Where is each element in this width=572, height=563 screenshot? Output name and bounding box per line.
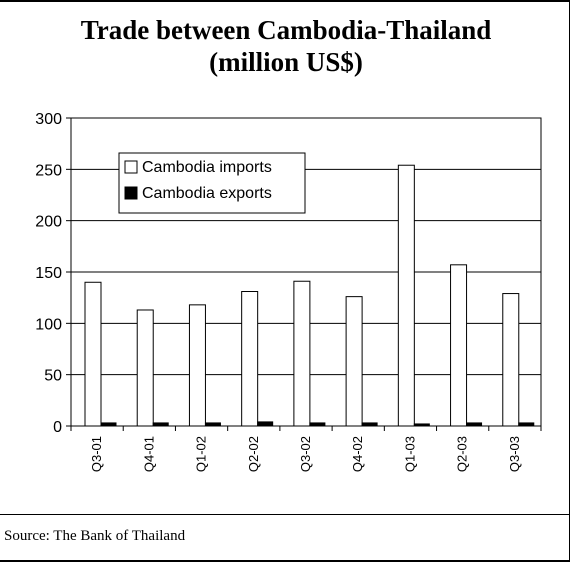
x-tick-label: Q1-03	[402, 436, 417, 472]
y-tick-label: 50	[44, 368, 62, 385]
y-tick-label: 200	[35, 214, 62, 231]
chart-title-line1: Trade between Cambodia-Thailand	[80, 15, 492, 45]
bar-imports	[345, 296, 363, 427]
x-tick-label: Q3-03	[507, 436, 522, 472]
bar-imports	[397, 164, 415, 427]
x-tick-label: Q4-02	[350, 436, 365, 472]
x-tick-label: Q4-01	[141, 436, 156, 472]
y-tick-label: 100	[35, 316, 62, 333]
bar-chart: 0 50 100 150 200 250 300 Q3-01 Q4-01 Q1-02 Q2-02 Q3…	[35, 111, 542, 472]
legend-swatch-imports	[124, 160, 138, 174]
bar-imports	[241, 291, 259, 427]
bar-exports	[361, 422, 378, 427]
x-tick-label: Q3-02	[298, 436, 313, 472]
x-tick-label: Q1-02	[194, 436, 209, 472]
y-tick-label: 300	[35, 111, 62, 128]
bar-exports	[100, 422, 117, 427]
bar-exports	[257, 421, 274, 427]
chart-title: Trade between Cambodia-Thailand (million…	[0, 14, 572, 78]
y-tick-label: 150	[35, 265, 62, 282]
bar-exports	[309, 422, 326, 427]
bar-exports	[413, 423, 430, 427]
legend-label-imports: Cambodia imports	[142, 159, 272, 176]
x-tick-label: Q3-01	[89, 436, 104, 472]
bar-imports	[450, 264, 468, 427]
x-tick-label: Q2-03	[455, 436, 470, 472]
source-note: Source: The Bank of Thailand	[4, 528, 186, 544]
bar-exports	[152, 422, 169, 427]
bar-imports	[502, 293, 520, 427]
source-separator	[0, 514, 570, 515]
bar-exports	[466, 422, 483, 427]
y-tick-label: 0	[53, 419, 62, 436]
bar-exports	[518, 422, 535, 427]
bar-imports	[136, 309, 154, 427]
bar-imports	[293, 280, 311, 427]
legend-box	[118, 152, 306, 214]
y-tick-label: 250	[35, 162, 62, 179]
bar-imports	[84, 281, 102, 427]
x-tick-label: Q2-02	[246, 436, 261, 472]
legend-swatch-exports	[124, 186, 138, 200]
bar-exports	[204, 422, 221, 427]
chart-title-line2: (million US$)	[209, 47, 363, 77]
legend-label-exports: Cambodia exports	[142, 185, 272, 202]
bar-imports	[188, 304, 206, 427]
